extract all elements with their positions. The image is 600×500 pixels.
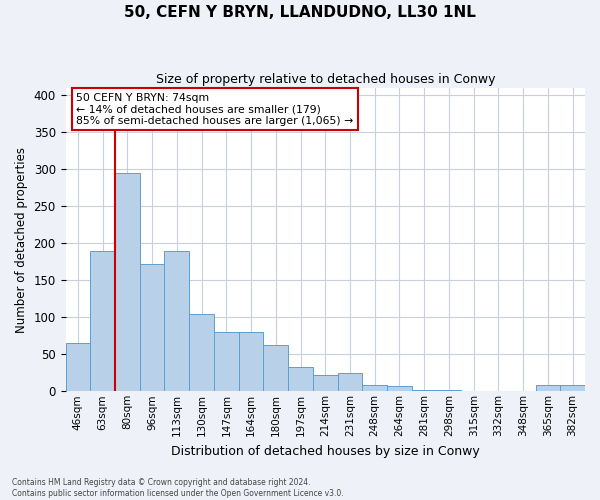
Title: Size of property relative to detached houses in Conwy: Size of property relative to detached ho… [155, 72, 495, 86]
Bar [239, 332, 263, 392]
Text: Contains HM Land Registry data © Crown copyright and database right 2024.
Contai: Contains HM Land Registry data © Crown c… [12, 478, 344, 498]
Y-axis label: Number of detached properties: Number of detached properties [15, 146, 28, 332]
Bar [65, 343, 90, 392]
Bar [560, 384, 585, 392]
Bar [313, 375, 338, 392]
X-axis label: Distribution of detached houses by size in Conwy: Distribution of detached houses by size … [171, 444, 479, 458]
Bar [214, 332, 239, 392]
Bar [115, 173, 140, 392]
Text: 50, CEFN Y BRYN, LLANDUDNO, LL30 1NL: 50, CEFN Y BRYN, LLANDUDNO, LL30 1NL [124, 5, 476, 20]
Bar [437, 390, 461, 392]
Bar [90, 251, 115, 392]
Bar [387, 386, 412, 392]
Bar [164, 251, 189, 392]
Text: 50 CEFN Y BRYN: 74sqm
← 14% of detached houses are smaller (179)
85% of semi-det: 50 CEFN Y BRYN: 74sqm ← 14% of detached … [76, 92, 353, 126]
Bar [362, 386, 387, 392]
Bar [288, 367, 313, 392]
Bar [412, 390, 437, 392]
Bar [338, 373, 362, 392]
Bar [140, 264, 164, 392]
Bar [189, 314, 214, 392]
Bar [263, 346, 288, 392]
Bar [536, 386, 560, 392]
